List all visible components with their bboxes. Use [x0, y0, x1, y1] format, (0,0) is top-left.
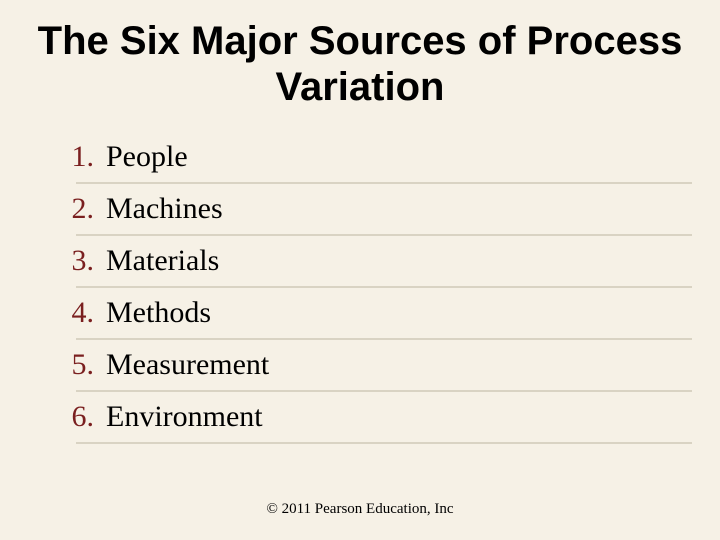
- list-item: People: [76, 132, 692, 184]
- list-item: Measurement: [76, 340, 692, 392]
- list-item: Machines: [76, 184, 692, 236]
- list-item: Methods: [76, 288, 692, 340]
- sources-list: People Machines Materials Methods Measur…: [28, 132, 692, 444]
- list-item: Environment: [76, 392, 692, 444]
- list-item: Materials: [76, 236, 692, 288]
- copyright-footer: © 2011 Pearson Education, Inc: [0, 501, 720, 518]
- slide-title: The Six Major Sources of Process Variati…: [28, 18, 692, 110]
- slide: The Six Major Sources of Process Variati…: [0, 0, 720, 540]
